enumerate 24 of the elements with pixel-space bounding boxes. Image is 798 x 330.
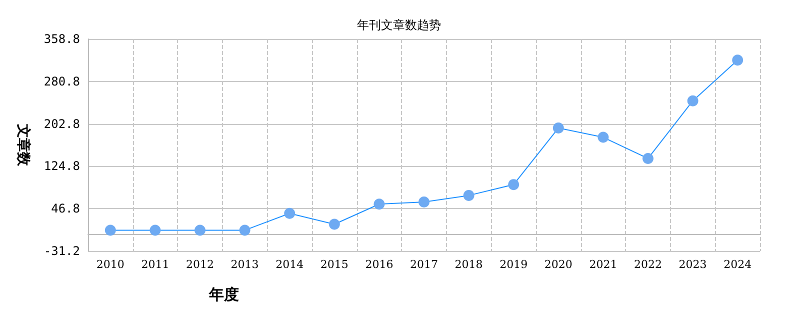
y-tick-label: 124.8 bbox=[44, 159, 80, 174]
x-tick-label: 2015 bbox=[320, 258, 348, 271]
x-tick-label: 2021 bbox=[589, 258, 618, 271]
y-tick-label: 280.8 bbox=[44, 74, 80, 88]
x-tick-label: 2014 bbox=[276, 258, 304, 271]
x-tick-label: 2019 bbox=[500, 258, 528, 271]
x-tick-label: 2013 bbox=[230, 258, 259, 271]
x-tick-label: 2012 bbox=[186, 258, 214, 271]
y-tick-label: 358.8 bbox=[44, 32, 80, 46]
x-tick-label: 2016 bbox=[365, 258, 394, 271]
x-tick-label: 2018 bbox=[454, 258, 483, 271]
x-tick-label: 2017 bbox=[410, 258, 438, 271]
x-tick-label: 2023 bbox=[678, 258, 707, 271]
y-tick-label: 46.8 bbox=[51, 202, 80, 216]
x-tick-label: 2024 bbox=[724, 258, 752, 271]
chart-title: 年刊文章数趋势 bbox=[357, 18, 441, 32]
y-axis-title: 文章数 bbox=[15, 123, 32, 167]
x-tick-label: 2011 bbox=[141, 258, 170, 271]
x-axis-title: 年度 bbox=[208, 286, 239, 304]
x-tick-label: 2022 bbox=[634, 258, 662, 271]
x-tick-label: 2020 bbox=[544, 258, 572, 271]
y-tick-label: 202.8 bbox=[44, 116, 80, 131]
y-tick-label: -31.2 bbox=[44, 244, 80, 258]
x-tick-label: 2010 bbox=[96, 258, 124, 271]
